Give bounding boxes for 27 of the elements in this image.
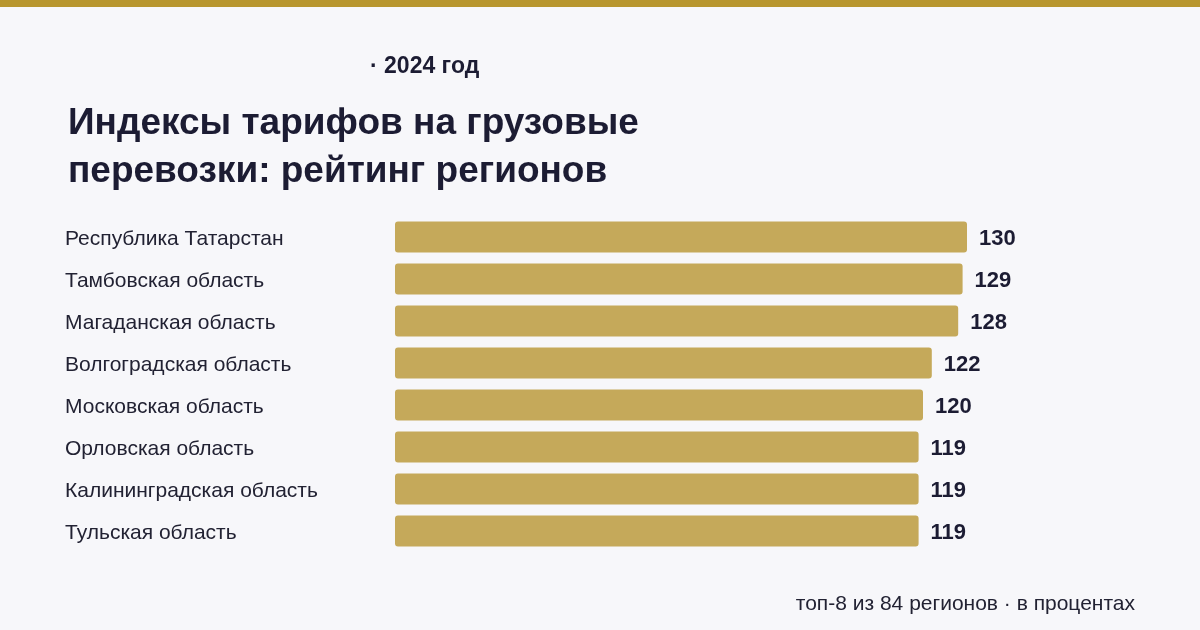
data-label: 119 (930, 434, 967, 460)
bar (395, 347, 932, 379)
data-label: 129 (974, 266, 1012, 292)
bar (395, 473, 919, 505)
bar (395, 431, 919, 463)
data-label: 120 (935, 392, 972, 418)
bar (395, 305, 959, 337)
y-tick-label: Тамбовская область (65, 267, 265, 291)
bar (395, 389, 923, 421)
data-label: 122 (943, 350, 981, 376)
y-tick-label: Московская область (65, 393, 264, 417)
y-tick-label: Тульская область (65, 519, 237, 543)
data-label: 119 (930, 476, 967, 502)
bar (395, 263, 963, 295)
data-label: 119 (930, 518, 967, 544)
bar (395, 221, 967, 253)
bar (395, 515, 919, 547)
data-label: 128 (970, 308, 1007, 334)
data-label: 130 (979, 224, 1016, 250)
y-tick-label: Орловская область (65, 435, 255, 459)
chart-title: Индексы тарифов на грузовые перевозки: рейтинг регионов (68, 100, 650, 190)
y-tick-label: Магаданская область (65, 309, 276, 333)
y-tick-label: Волгоградская область (65, 351, 292, 375)
y-tick-label: Калининградская область (65, 477, 318, 501)
chart-subtitle: · 2024 год (370, 51, 480, 78)
y-tick-label: Республика Татарстан (65, 225, 284, 249)
text: топ-8 из 84 регионов · в процентах (795, 591, 1136, 614)
